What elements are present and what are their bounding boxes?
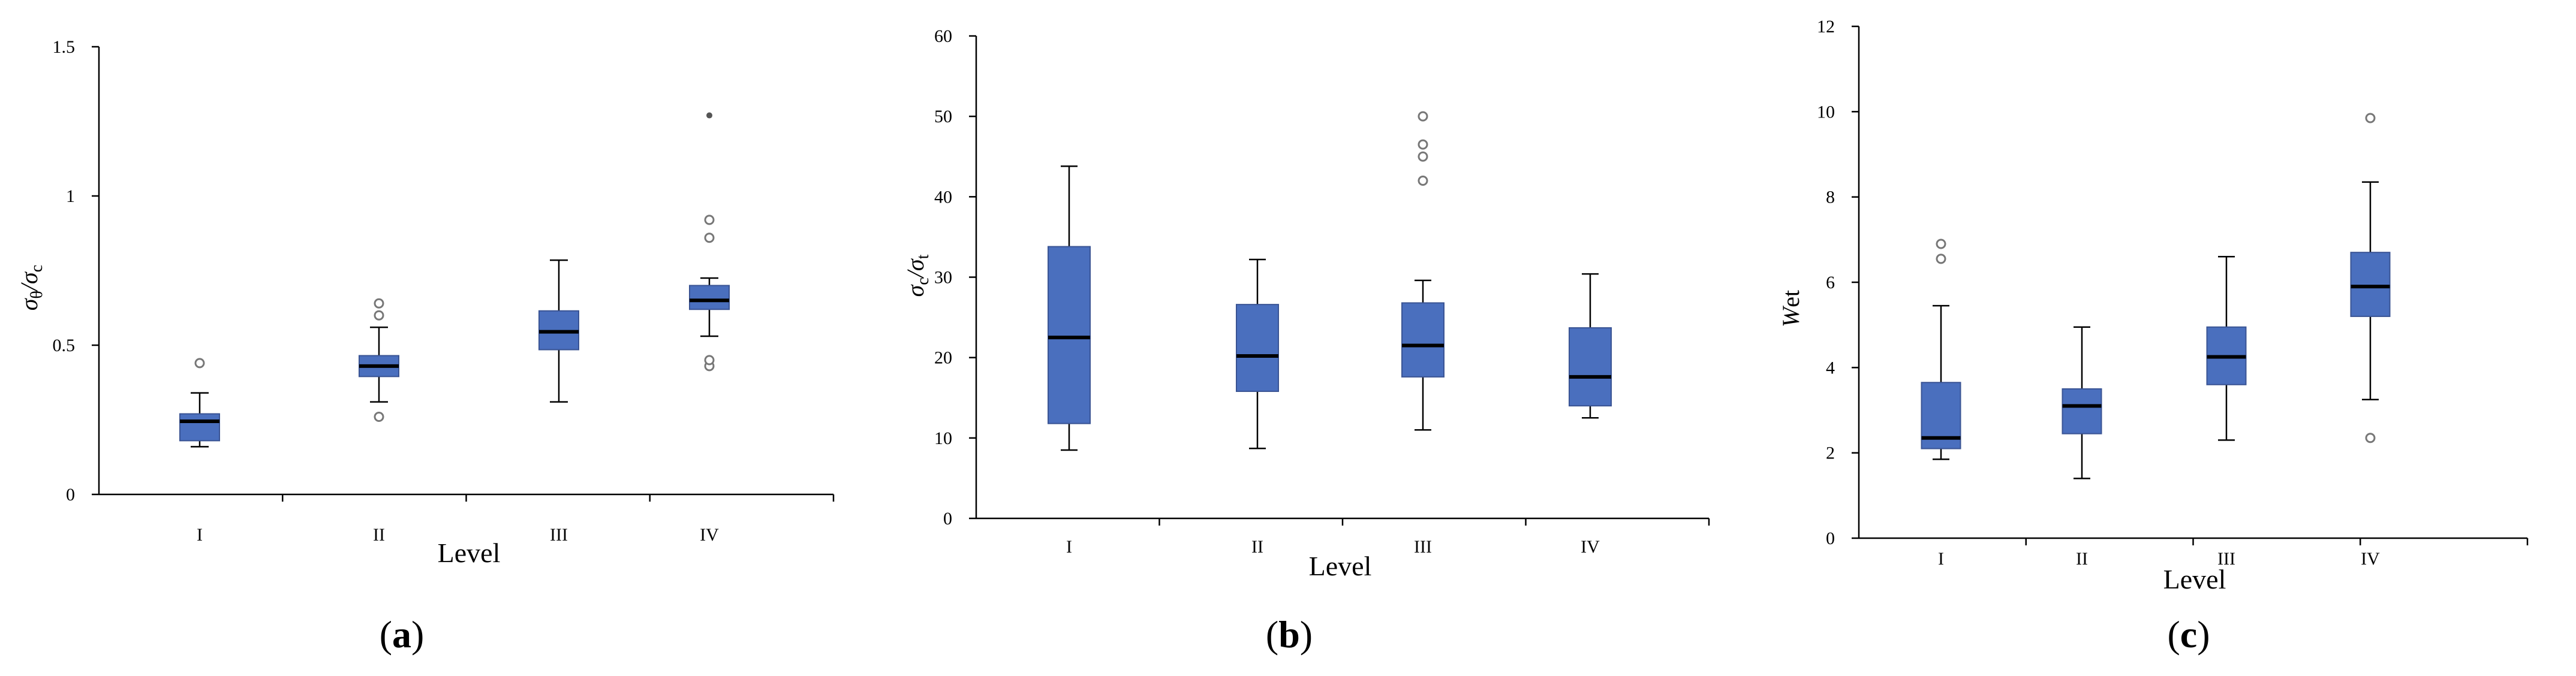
y-tick-label-a: 1.5 — [53, 37, 76, 57]
x-axis-label-b: Level — [1309, 551, 1372, 581]
y-tick-label-b: 20 — [934, 348, 952, 368]
y-tick-label-b: 30 — [934, 268, 952, 288]
x-tick-label-b: II — [1251, 537, 1263, 557]
x-tick-label-a: I — [197, 525, 203, 545]
box-b-IV — [1569, 327, 1612, 407]
y-axis-label-b: σc/σt — [902, 254, 932, 297]
x-tick-label-b: I — [1066, 537, 1072, 557]
y-tick-label-c: 0 — [1826, 529, 1835, 548]
y-tick-label-c: 10 — [1817, 102, 1835, 122]
outlier-point-c — [2365, 433, 2376, 443]
y-tick-label-c: 4 — [1826, 358, 1835, 378]
x-axis-label-a: Level — [438, 538, 501, 568]
x-tick-label-b: IV — [1581, 537, 1600, 557]
outlier-point-a — [374, 310, 384, 321]
y-tick-label-b: 40 — [934, 187, 952, 207]
outlier-point-c — [1936, 254, 1946, 264]
outlier-point-a — [194, 358, 205, 369]
y-tick-label-c: 6 — [1826, 273, 1835, 292]
outlier-point-a — [704, 355, 715, 366]
y-tick-label-b: 0 — [943, 509, 952, 529]
outlier-point-a — [374, 298, 384, 309]
x-tick-label-c: II — [2076, 549, 2088, 569]
outlier-point-c — [1936, 239, 1946, 249]
y-tick-label-a: 1 — [66, 186, 75, 206]
y-tick-label-c: 8 — [1826, 188, 1835, 207]
x-tick-label-a: IV — [700, 525, 719, 545]
x-tick-label-a: II — [373, 525, 385, 545]
x-tick-label-b: III — [1414, 537, 1432, 557]
extreme-point-a — [706, 112, 712, 119]
x-tick-label-c: III — [2217, 549, 2235, 569]
y-tick-label-b: 10 — [934, 428, 952, 448]
y-tick-label-c: 2 — [1826, 443, 1835, 463]
x-tick-label-a: III — [550, 525, 568, 545]
outlier-point-c — [2365, 113, 2376, 123]
caption-b: (b) — [1266, 613, 1313, 656]
caption-c: (c) — [2167, 613, 2210, 656]
outlier-point-b — [1418, 111, 1428, 122]
box-b-II — [1236, 304, 1279, 393]
outlier-point-a — [704, 215, 715, 225]
y-tick-label-b: 50 — [934, 107, 952, 126]
outlier-point-b — [1418, 151, 1428, 162]
outlier-point-a — [374, 412, 384, 422]
box-b-III — [1401, 302, 1445, 378]
outlier-point-b — [1418, 176, 1428, 186]
panel-a: σθ/σc Level (a) 00.511.5I II III IV — [16, 37, 835, 656]
box-c-IV — [2350, 252, 2391, 317]
y-tick-label-a: 0.5 — [53, 336, 76, 355]
y-tick-label-b: 60 — [934, 26, 952, 46]
y-axis-label-c: Wet — [1777, 290, 1804, 327]
y-tick-label-c: 12 — [1817, 17, 1835, 37]
y-tick-label-a: 0 — [66, 485, 75, 505]
y-axis-label-a: σθ/σc — [16, 265, 46, 310]
box-c-II — [2062, 388, 2102, 434]
x-tick-label-c: I — [1938, 549, 1944, 569]
box-b-I — [1048, 246, 1091, 424]
x-axis-label-c: Level — [2163, 564, 2226, 594]
caption-a: (a) — [380, 613, 425, 656]
box-a-I — [179, 413, 220, 442]
box-a-IV — [689, 285, 730, 310]
outlier-point-b — [1418, 139, 1428, 150]
x-tick-label-c: IV — [2361, 549, 2380, 569]
outlier-point-a — [704, 233, 715, 243]
